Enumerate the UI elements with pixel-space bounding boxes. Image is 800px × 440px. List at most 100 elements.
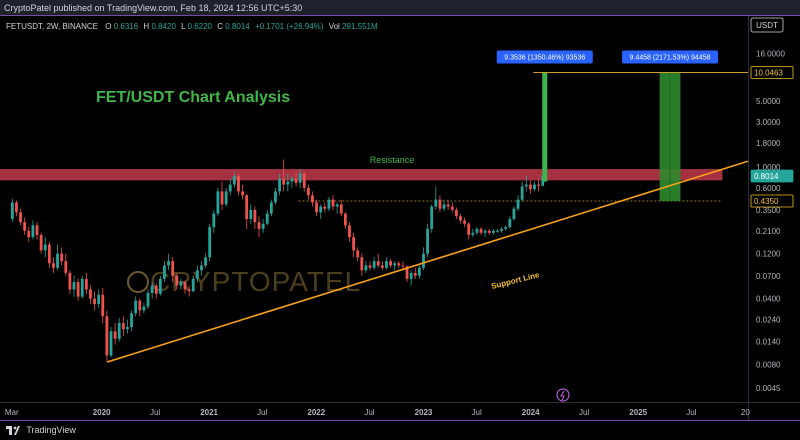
candle [220, 181, 224, 210]
candle-body [253, 209, 257, 223]
candle-body [183, 282, 187, 290]
candle [520, 181, 524, 202]
candle [331, 195, 335, 210]
candle-body [294, 178, 298, 183]
price-tick-label: 0.2100 [756, 227, 781, 236]
candle [101, 287, 105, 324]
candle-body [356, 250, 360, 258]
candle-body [138, 300, 142, 311]
legend-close-value: 0.8014 [225, 22, 250, 31]
candle [315, 199, 318, 217]
resistance-zone [0, 169, 723, 181]
candle [479, 227, 483, 235]
candle-body [368, 265, 372, 268]
measure-label: 9.3536 (1350.46%) 93536 [504, 55, 585, 62]
candle-body [204, 257, 207, 266]
candle [393, 261, 397, 271]
candle [228, 178, 232, 196]
candle [35, 222, 39, 240]
candle [249, 204, 253, 224]
candle [364, 261, 368, 273]
candle-body [60, 253, 64, 262]
time-tick-label: 2023 [415, 408, 433, 417]
candle [376, 253, 380, 268]
candle-body [237, 176, 240, 192]
price-tick-label: 0.0700 [756, 272, 781, 281]
candle-body [364, 265, 368, 271]
price-badge [750, 194, 794, 208]
price-tick-label: 0.3500 [756, 206, 781, 215]
watermark: CRYPTOPATEL [127, 266, 360, 297]
candle-body [232, 176, 236, 185]
candle-body [208, 227, 212, 258]
candle-body [142, 306, 146, 311]
legend-symbol: FETUSDT, 2W, BINANCE [6, 22, 98, 31]
candle [224, 187, 228, 207]
candle-body [10, 202, 14, 220]
candle [43, 237, 47, 258]
candle-body [323, 206, 327, 209]
footer-brand: TradingView [26, 425, 76, 435]
candle [274, 187, 277, 205]
candle-body [508, 219, 512, 228]
candle [23, 217, 27, 235]
candle [417, 265, 421, 279]
candle-body [389, 261, 392, 266]
time-axis[interactable]: Mar 2020 Jul 2021 Jul 2022 Jul 2023 Jul 2024 Jul 20… [0, 402, 800, 418]
candle-body [298, 173, 302, 183]
price-axis[interactable]: 16.0000 5.0000 3.0000 1.8000 1.0000 0.6000 0.3… [748, 16, 794, 420]
currency-button[interactable]: USDT [750, 17, 784, 33]
candle-body [134, 300, 138, 314]
candle-body [175, 275, 179, 286]
candle-body [154, 285, 158, 294]
candle [56, 244, 59, 271]
candle-body [31, 225, 35, 238]
candle [319, 204, 323, 220]
candle [171, 257, 175, 283]
candle-body [512, 208, 516, 220]
candle-body [126, 327, 129, 330]
candle-body [302, 173, 306, 188]
candle [401, 261, 405, 270]
lightning-icon[interactable] [556, 388, 570, 402]
candle [142, 302, 146, 314]
candle-body [339, 204, 343, 214]
candle [463, 217, 466, 228]
candle-body [372, 261, 376, 268]
legend-change: +0.1701 (+26.94%) [255, 22, 324, 31]
candle [413, 267, 417, 279]
candle [179, 278, 183, 290]
price-tick-label: 0.0045 [756, 384, 781, 393]
legend-high-value: 0.8420 [151, 22, 176, 31]
candle-body [376, 261, 380, 266]
candle-body [426, 228, 429, 254]
price-chart[interactable]: FETUSDT, 2W, BINANCE O 0.6316 H 0.8420 L… [0, 16, 800, 420]
candle [537, 178, 541, 192]
price-badge-label: 0.8014 [754, 172, 779, 181]
candle [282, 159, 286, 192]
candle-body [171, 261, 175, 276]
candle-body [109, 331, 113, 356]
candle-body [459, 216, 462, 221]
candle [286, 173, 290, 192]
candle-body [245, 195, 249, 220]
candle-body [56, 253, 59, 268]
candle [389, 259, 392, 268]
candle-body [249, 209, 253, 220]
candle [19, 208, 22, 226]
candle [294, 171, 298, 187]
candle-body [286, 181, 290, 185]
candle-body [23, 222, 27, 231]
candle-body [520, 186, 524, 200]
candle [487, 228, 491, 235]
candle-body [311, 195, 314, 203]
candle-body [454, 209, 458, 217]
candle-body [360, 257, 364, 271]
candle [117, 317, 121, 342]
candle [504, 225, 508, 231]
candle-body [446, 204, 450, 207]
candle [352, 232, 355, 258]
time-tick-label: Jul [686, 408, 696, 417]
candle [208, 223, 212, 262]
candle [27, 227, 31, 242]
